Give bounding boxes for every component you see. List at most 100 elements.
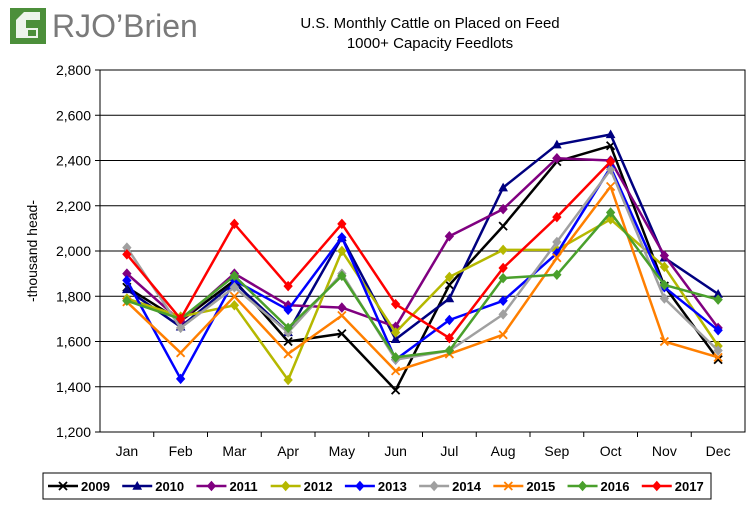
data-point <box>605 156 616 167</box>
data-point <box>390 385 401 395</box>
data-point <box>659 293 670 304</box>
series-2017 <box>122 156 616 344</box>
x-tick-label: Jun <box>384 443 407 459</box>
data-point <box>337 245 347 257</box>
data-point <box>175 313 186 325</box>
chart-subtitle: 1000+ Capacity Feedlots <box>346 35 514 52</box>
chart-title: U.S. Monthly Cattle on Placed on Feed <box>300 15 560 32</box>
data-point <box>444 271 455 283</box>
data-point <box>390 334 401 343</box>
data-point <box>390 352 401 363</box>
data-point <box>122 295 132 307</box>
data-point <box>337 218 347 230</box>
y-tick-label: 2,800 <box>56 62 91 78</box>
data-point <box>283 280 293 292</box>
y-tick-label: 1,800 <box>56 288 91 304</box>
legend-marker-2012 <box>280 480 291 492</box>
x-tick-label: Apr <box>277 443 299 459</box>
x-tick-label: Dec <box>706 443 731 459</box>
y-axis-label: -thousand head- <box>24 200 40 302</box>
data-point <box>444 345 455 356</box>
series-line <box>126 144 720 392</box>
data-point <box>283 374 293 386</box>
y-tick-label: 1,600 <box>56 334 91 350</box>
data-point <box>552 253 562 263</box>
legend-marker-2017 <box>652 480 662 492</box>
y-tick-label: 1,200 <box>56 424 91 440</box>
series-line <box>126 133 719 341</box>
logo-text: RJO’Brien <box>52 8 198 44</box>
x-tick-label: Aug <box>491 443 516 459</box>
data-point <box>498 221 508 231</box>
data-point <box>122 284 132 294</box>
data-point <box>229 281 240 293</box>
data-point <box>713 345 723 356</box>
data-point <box>659 336 670 347</box>
data-point <box>605 181 616 192</box>
data-point <box>498 330 508 340</box>
chart-title-block: U.S. Monthly Cattle on Placed on Feed 10… <box>220 14 640 54</box>
data-point <box>175 373 186 385</box>
legend-label-2015: 2015 <box>526 479 555 494</box>
rjobrien-logo: RJO’Brien <box>10 6 198 46</box>
x-tick-label: Mar <box>222 443 246 459</box>
data-point <box>552 211 562 223</box>
legend-marker-2015 <box>503 481 513 491</box>
data-point <box>283 349 293 359</box>
legend-label-2011: 2011 <box>229 479 257 494</box>
x-tick-label: Nov <box>652 443 677 459</box>
series-line <box>126 185 719 373</box>
data-point <box>498 262 508 274</box>
y-tick-label: 2,600 <box>56 107 91 123</box>
data-point <box>390 327 401 338</box>
data-point <box>337 232 347 243</box>
data-point <box>605 164 616 175</box>
data-point <box>552 152 562 164</box>
legend-marker-2009 <box>58 481 68 491</box>
x-tick-label: Sep <box>544 443 569 459</box>
data-point <box>283 304 293 316</box>
data-point <box>713 294 723 305</box>
legend-label-2010: 2010 <box>155 479 184 494</box>
data-point <box>552 139 562 149</box>
data-point <box>229 218 240 230</box>
data-point <box>444 332 455 344</box>
series-2013 <box>122 162 723 385</box>
series-2016 <box>122 207 723 363</box>
data-point <box>713 324 723 336</box>
data-point <box>283 322 293 334</box>
legend-marker-2014 <box>429 480 439 492</box>
series-line <box>125 166 719 381</box>
legend-label-2014: 2014 <box>452 479 482 494</box>
data-point <box>659 250 670 261</box>
legend-marker-2010 <box>132 480 143 490</box>
x-tick-label: Jul <box>440 443 458 459</box>
legend-label-2009: 2009 <box>81 479 110 494</box>
data-point <box>498 295 508 307</box>
data-point <box>605 207 616 218</box>
series-line <box>125 160 612 340</box>
legend-marker-2016 <box>577 480 588 492</box>
series-group <box>122 129 723 395</box>
data-point <box>175 322 186 334</box>
series-2015 <box>122 181 723 376</box>
data-point <box>498 309 508 320</box>
data-point <box>713 352 723 362</box>
y-axis-ticks: 1,200 1,400 1,600 1,800 2,000 2,200 2,400 2,600… <box>56 62 100 440</box>
legend-label-2013: 2013 <box>378 479 407 494</box>
data-point <box>122 249 132 260</box>
legend-marker-2011 <box>206 480 217 492</box>
y-tick-label: 2,000 <box>56 243 91 259</box>
data-point <box>337 310 347 321</box>
data-point <box>122 275 132 286</box>
data-point <box>498 244 508 256</box>
data-point <box>498 272 508 284</box>
legend-label-2016: 2016 <box>601 479 630 494</box>
data-point <box>229 270 240 282</box>
data-point <box>498 182 508 192</box>
data-point <box>552 269 562 281</box>
data-point <box>390 298 401 310</box>
x-axis-ticks: Jan Feb Mar Apr May Jun Jul Aug Sep Oct Nov Dec <box>116 432 731 459</box>
y-tick-label: 2,400 <box>56 153 91 169</box>
